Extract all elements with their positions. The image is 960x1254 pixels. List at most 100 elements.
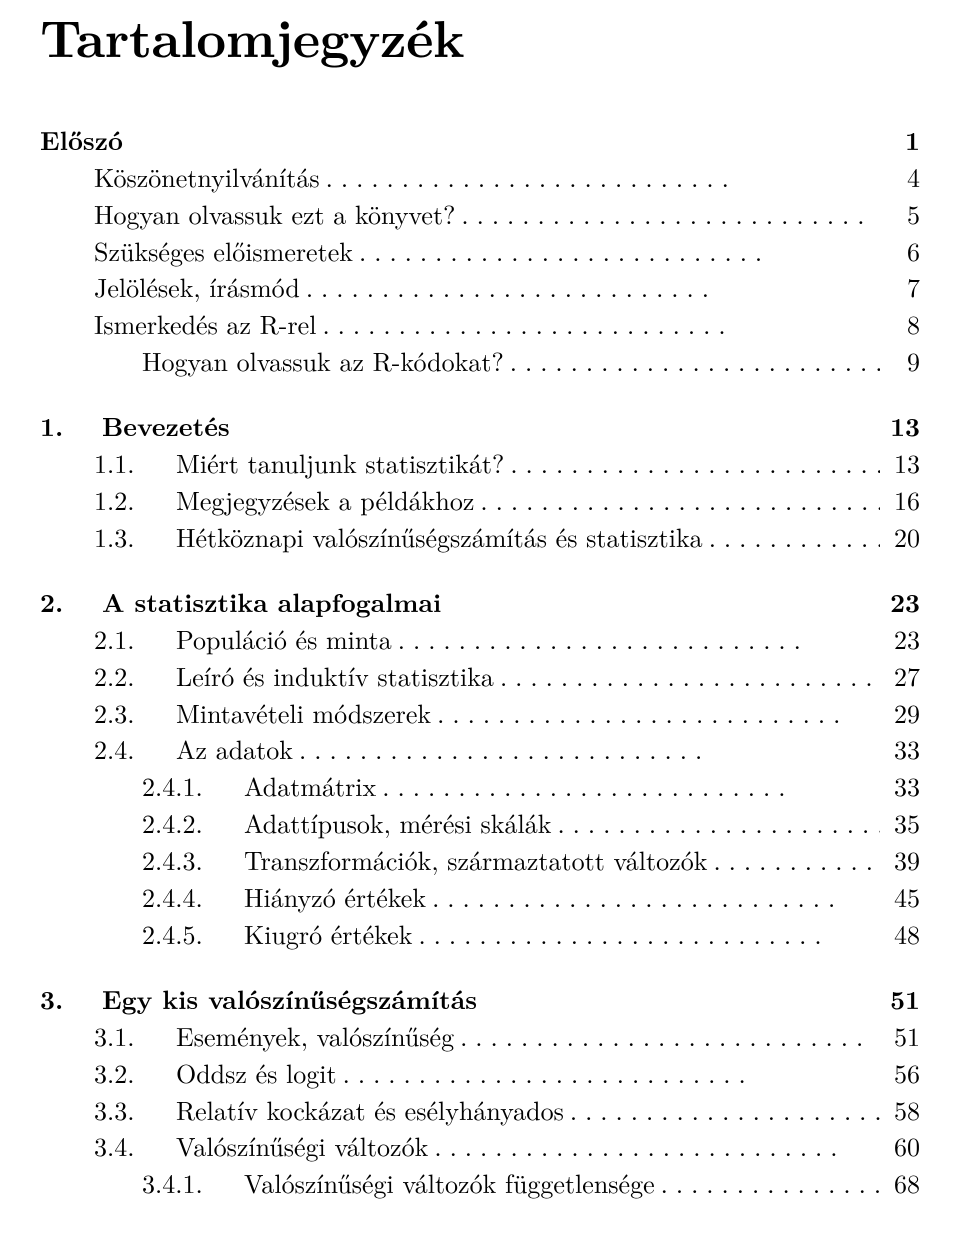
toc-leader: ...........................	[707, 842, 880, 879]
toc-item-label: 2.1.Populáció és minta	[40, 621, 392, 658]
toc-item-page: 9	[880, 343, 920, 380]
toc-subitem: 2.4.4.Hiányzó értékek ..................…	[40, 879, 920, 916]
toc-heading-num: 3.	[40, 981, 102, 1018]
toc-item-num: 2.2.	[94, 658, 176, 695]
toc-item-num: 2.4.5.	[142, 916, 244, 953]
toc-item-page: 35	[880, 805, 920, 842]
toc-heading-num: 1.	[40, 408, 102, 445]
toc-item-label: 3.4.1.Valószínűségi változók függetlensé…	[40, 1165, 655, 1202]
toc-item-label: 2.4.2.Adattípusok, mérési skálák	[40, 805, 551, 842]
toc-item-num: 2.4.3.	[142, 842, 244, 879]
toc-item-label: Ismerkedés az R-rel	[40, 306, 316, 343]
toc-item: Jelölések, írásmód .....................…	[40, 269, 920, 306]
toc-item: Köszönetnyilvánítás ....................…	[40, 159, 920, 196]
toc-item-label: 3.2.Oddsz és logit	[40, 1055, 337, 1092]
toc-leader: ...........................	[392, 621, 880, 658]
toc-item-page: 51	[880, 1018, 920, 1055]
toc-leader: ...........................	[300, 269, 880, 306]
toc-heading-label: 2.A statisztika alapfogalmai	[40, 584, 441, 621]
toc-item-label: 2.4.4.Hiányzó értékek	[40, 879, 426, 916]
toc-item-label: 2.4.5.Kiugró értékek	[40, 916, 412, 953]
toc-item-page: 33	[880, 768, 920, 805]
toc-item: Hogyan olvassuk ezt a könyvet? .........…	[40, 196, 920, 233]
toc-item-page: 39	[880, 842, 920, 879]
toc-leader: ...........................	[454, 1018, 880, 1055]
toc-item-label: Jelölések, írásmód	[40, 269, 300, 306]
toc-item-label: 2.4.1.Adatmátrix	[40, 768, 376, 805]
toc-item-label: Hogyan olvassuk ezt a könyvet?	[40, 196, 455, 233]
toc-item-page: 5	[880, 196, 920, 233]
toc-item-label: 3.3.Relatív kockázat és esélyhányados	[40, 1092, 564, 1129]
toc-heading-page: 23	[880, 584, 920, 621]
toc-item-num: 3.2.	[94, 1055, 176, 1092]
toc-item-label: 2.2.Leíró és induktív statisztika	[40, 658, 494, 695]
toc-item-page: 58	[880, 1092, 920, 1129]
toc-item: 3.1.Események, valószínűség ............…	[40, 1018, 920, 1055]
toc-item-page: 45	[880, 879, 920, 916]
toc-heading-page: 13	[880, 408, 920, 445]
toc-leader: ...........................	[494, 658, 880, 695]
toc-item-page: 68	[880, 1165, 920, 1202]
toc-leader: ...........................	[504, 343, 880, 380]
toc-item-label: 1.1.Miért tanuljunk statisztikát?	[40, 445, 504, 482]
toc-item-num: 1.3.	[94, 519, 176, 556]
toc-leader: ...........................	[655, 1165, 880, 1202]
toc-heading: 2.A statisztika alapfogalmai . 23	[40, 584, 920, 621]
toc-leader: ...........................	[320, 159, 880, 196]
toc-item-page: 13	[880, 445, 920, 482]
toc-item: 2.2.Leíró és induktív statisztika ......…	[40, 658, 920, 695]
toc-item-num: 3.3.	[94, 1092, 176, 1129]
toc-item-num: 1.2.	[94, 482, 176, 519]
toc-item-label: 3.4.Valószínűségi változók	[40, 1128, 428, 1165]
toc-item-label: 1.2.Megjegyzések a példákhoz	[40, 482, 474, 519]
toc-item-page: 29	[880, 695, 920, 732]
toc-leader: ...........................	[474, 482, 880, 519]
toc-leader: ...........................	[316, 306, 880, 343]
toc-item-page: 56	[880, 1055, 920, 1092]
toc-item: 2.3.Mintavételi módszerek ..............…	[40, 695, 920, 732]
toc-subitem: 2.4.2.Adattípusok, mérési skálák .......…	[40, 805, 920, 842]
toc-item-num: 2.4.1.	[142, 768, 244, 805]
toc-heading-page: 51	[880, 981, 920, 1018]
toc-subitem: 2.4.3.Transzformációk, származtatott vál…	[40, 842, 920, 879]
toc-item-page: 27	[880, 658, 920, 695]
toc-item-num: 2.4.4.	[142, 879, 244, 916]
toc-item-page: 16	[880, 482, 920, 519]
toc-item-num: 2.3.	[94, 695, 176, 732]
toc-item: 2.4.Az adatok ..........................…	[40, 731, 920, 768]
toc-item-page: 48	[880, 916, 920, 953]
toc-item: 3.3.Relatív kockázat és esélyhányados ..…	[40, 1092, 920, 1129]
toc-leader: ...........................	[551, 805, 880, 842]
toc-item-label: 2.3.Mintavételi módszerek	[40, 695, 431, 732]
toc-item: Szükséges előismeretek .................…	[40, 233, 920, 270]
toc-item-page: 7	[880, 269, 920, 306]
toc-item-page: 33	[880, 731, 920, 768]
toc-heading-label: 3.Egy kis valószínűségszámítás	[40, 981, 477, 1018]
toc-item-page: 6	[880, 233, 920, 270]
toc-leader: ...........................	[376, 768, 880, 805]
toc-leader: ...........................	[353, 233, 880, 270]
toc-item: 3.4.Valószínűségi változók .............…	[40, 1128, 920, 1165]
toc-item-label: Köszönetnyilvánítás	[40, 159, 320, 196]
toc-leader: ...........................	[412, 916, 880, 953]
toc-heading: Előszó . 1	[40, 122, 920, 159]
toc-leader: ...........................	[337, 1055, 880, 1092]
toc-heading: 3.Egy kis valószínűségszámítás . 51	[40, 981, 920, 1018]
toc-heading: 1.Bevezetés . 13	[40, 408, 920, 445]
toc-item-num: 2.1.	[94, 621, 176, 658]
toc-item-label: 1.3.Hétköznapi valószínűségszámítás és s…	[40, 519, 703, 556]
toc-item-num: 2.4.	[94, 731, 176, 768]
toc-heading-page: 1	[880, 122, 920, 159]
toc-item-label: Hogyan olvassuk az R-kódokat?	[40, 343, 504, 380]
toc-item: 1.1.Miért tanuljunk statisztikát? ......…	[40, 445, 920, 482]
toc-item-label: 2.4.Az adatok	[40, 731, 293, 768]
toc-item-page: 20	[880, 519, 920, 556]
toc-leader: ...........................	[428, 1128, 880, 1165]
toc-subitem: 2.4.5.Kiugró értékek ...................…	[40, 916, 920, 953]
toc-heading-label: 1.Bevezetés	[40, 408, 230, 445]
toc-subitem: 2.4.1.Adatmátrix .......................…	[40, 768, 920, 805]
toc-item-page: 4	[880, 159, 920, 196]
page-title: Tartalomjegyzék	[40, 0, 920, 74]
toc-item-label: 2.4.3.Transzformációk, származtatott vál…	[40, 842, 707, 879]
toc-item-label: 3.1.Események, valószínűség	[40, 1018, 454, 1055]
